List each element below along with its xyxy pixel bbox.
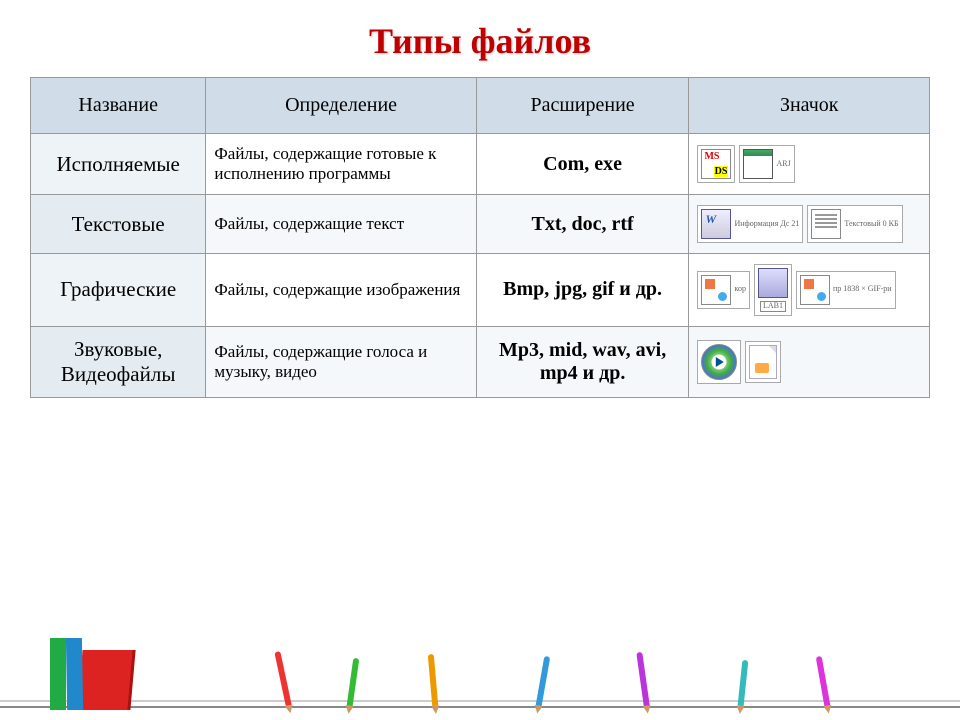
- bmp-file-icon: [758, 268, 788, 298]
- table-row: Графические Файлы, содержащие изображени…: [31, 254, 930, 327]
- book-icon: [50, 638, 66, 710]
- pencil-icon: [536, 656, 551, 706]
- pencil-icon: [428, 654, 439, 706]
- icon-label: кор: [734, 285, 745, 294]
- page-title: Типы файлов: [0, 0, 960, 77]
- table-row: Исполняемые Файлы, содержащие готовые к …: [31, 134, 930, 195]
- text-file-icon: [811, 209, 841, 239]
- window-icon: [743, 149, 773, 179]
- cell-definition: Файлы, содержащие текст: [206, 195, 476, 254]
- cell-icons: кор LAB1 пр 1838 × GIF-ри: [689, 254, 930, 327]
- pencil-icon: [347, 658, 360, 706]
- cell-extension: Com, exe: [476, 134, 689, 195]
- cell-name: Текстовые: [31, 195, 206, 254]
- col-header-name: Название: [31, 78, 206, 134]
- icon-label: ARJ: [776, 160, 790, 169]
- table-row: Текстовые Файлы, содержащие текст Txt, d…: [31, 195, 930, 254]
- pencil-icon: [816, 656, 831, 706]
- col-header-extension: Расширение: [476, 78, 689, 134]
- icon-label: Текстовый 0 КБ: [844, 220, 898, 229]
- image-file-icon: [701, 275, 731, 305]
- ruler-line: [0, 706, 960, 708]
- icon-label: LAB1: [760, 301, 786, 312]
- cell-definition: Файлы, содержащие готовые к исполнению п…: [206, 134, 476, 195]
- pencil-icon: [274, 651, 291, 706]
- decorative-footer: [0, 630, 960, 720]
- file-types-table: Название Определение Расширение Значок И…: [30, 77, 930, 398]
- cell-extension: Txt, doc, rtf: [476, 195, 689, 254]
- pencil-icon: [636, 652, 649, 706]
- cell-name: Звуковые, Видеофайлы: [31, 326, 206, 397]
- cell-icons: [689, 326, 930, 397]
- col-header-definition: Определение: [206, 78, 476, 134]
- media-file-icon: [749, 345, 777, 379]
- gif-file-icon: [800, 275, 830, 305]
- cell-definition: Файлы, содержащие изображения: [206, 254, 476, 327]
- cell-name: Графические: [31, 254, 206, 327]
- cell-extension: Bmp, jpg, gif и др.: [476, 254, 689, 327]
- word-doc-icon: [701, 209, 731, 239]
- col-header-icon: Значок: [689, 78, 930, 134]
- table-header-row: Название Определение Расширение Значок: [31, 78, 930, 134]
- cell-extension: Mp3, mid, wav, avi, mp4 и др.: [476, 326, 689, 397]
- cell-name: Исполняемые: [31, 134, 206, 195]
- cell-icons: ARJ: [689, 134, 930, 195]
- icon-label: пр 1838 × GIF-ри: [833, 285, 892, 294]
- media-player-icon: [701, 344, 737, 380]
- cell-icons: Информация Дс 21 Текстовый 0 КБ: [689, 195, 930, 254]
- book-icon: [77, 650, 132, 710]
- cell-definition: Файлы, содержащие голоса и музыку, видео: [206, 326, 476, 397]
- table-row: Звуковые, Видеофайлы Файлы, содержащие г…: [31, 326, 930, 397]
- msdos-icon: [701, 149, 731, 179]
- icon-label: Информация Дс 21: [734, 220, 799, 229]
